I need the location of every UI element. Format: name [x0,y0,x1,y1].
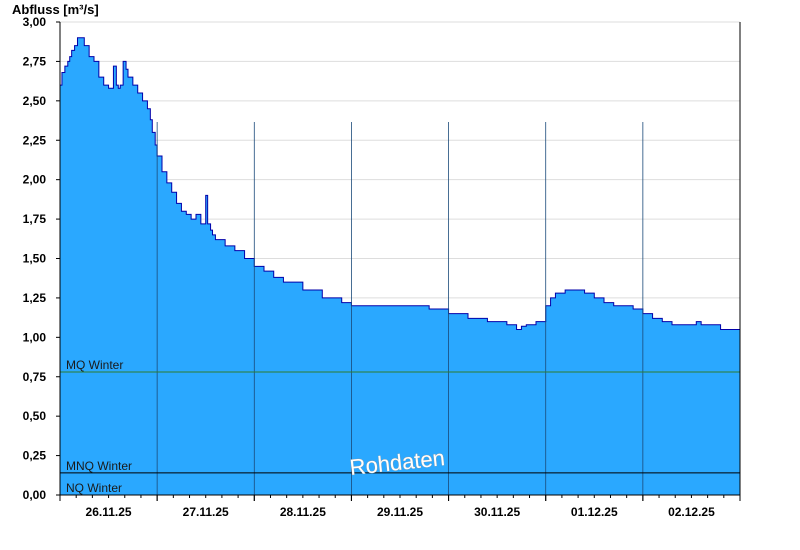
y-tick-label: 0,25 [23,449,47,463]
x-tick-label: 01.12.25 [571,505,618,519]
reference-lines-layer: MQ Winter MNQ Winter NQ Winter [60,358,740,495]
y-tick-label: 1,00 [23,330,47,344]
axes-layer: 0,00 0,25 0,50 0,75 1,00 1,25 1,50 1,75 2,00 2,25… [23,15,741,519]
y-axis-title: Abfluss [m³/s] [12,2,99,17]
y-tick-label: 1,50 [23,252,47,266]
discharge-area [60,37,740,496]
reference-label: NQ Winter [66,481,122,495]
discharge-line [60,37,741,332]
x-tick-label: 29.11.25 [377,505,423,519]
y-tick-label: 2,25 [23,133,47,147]
x-tick-label: 02.12.25 [668,505,715,519]
y-tick-label: 0,00 [23,488,47,502]
y-tick-label: 3,00 [23,15,47,29]
y-tick-label: 2,50 [23,94,47,108]
x-tick-label: 26.11.25 [86,505,132,519]
y-tick-label: 0,75 [23,370,47,384]
reference-label: MQ Winter [66,358,123,372]
x-tick-label: 27.11.25 [183,505,229,519]
y-tick-label: 2,75 [23,54,47,68]
x-tick-label: 30.11.25 [474,505,520,519]
area-layer [60,37,741,496]
y-tick-label: 2,00 [23,173,47,187]
reference-label: MNQ Winter [66,459,132,473]
y-tick-label: 1,25 [23,291,47,305]
y-tick-label: 0,50 [23,409,47,423]
y-tick-label: 1,75 [23,212,47,226]
day-lines-layer [156,122,644,495]
x-tick-label: 28.11.25 [280,505,326,519]
